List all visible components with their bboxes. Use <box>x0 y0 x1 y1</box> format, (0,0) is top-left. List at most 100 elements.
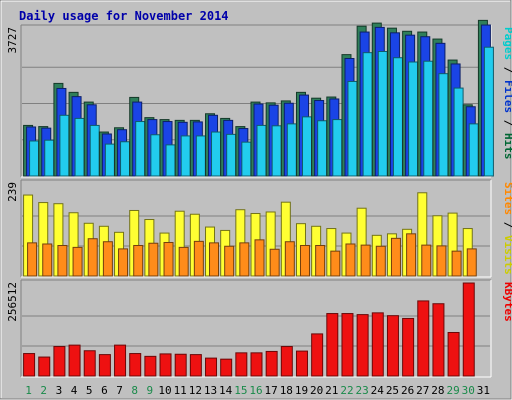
bar-kbytes-day-17 <box>265 350 278 377</box>
bar-kbytes-day-19 <box>295 350 308 377</box>
bar-body <box>421 244 432 277</box>
bar-kbytes-day-22 <box>341 313 354 377</box>
chart-title: Daily usage for November 2014 <box>19 9 229 23</box>
bar-sites-day-3 <box>57 244 68 277</box>
bar-sites-day-21 <box>330 250 341 277</box>
bar-sites-day-22 <box>345 243 356 277</box>
x-tick-label-9: 9 <box>147 384 154 397</box>
bar-body <box>483 46 494 177</box>
bar-sites-day-10 <box>163 241 174 277</box>
bar-body <box>150 134 161 177</box>
bar-sites-day-23 <box>360 244 371 277</box>
bar-sites-day-13 <box>209 242 220 277</box>
bar-body <box>269 248 280 277</box>
bar-sites-day-2 <box>42 243 53 277</box>
bar-pages-day-5 <box>89 124 100 177</box>
bar-kbytes-day-23 <box>356 314 369 377</box>
bar-body <box>256 124 267 177</box>
bar-kbytes-day-28 <box>432 303 445 377</box>
bar-kbytes-day-3 <box>53 346 66 377</box>
bar-pages-day-6 <box>104 143 115 177</box>
x-axis-labels: 1 2 3 4 5 6 7 8 9 10 11 12 13 14 15 16 17 18 19 20 21 22 23 24 2… <box>25 384 490 397</box>
bar-body <box>453 87 464 177</box>
bar-body <box>148 242 159 277</box>
side-label-part: / <box>502 215 512 235</box>
bar-kbytes-day-7 <box>114 344 127 377</box>
panel-visits-sites: 239 Sites / Visits <box>6 179 512 278</box>
bar-body <box>417 300 430 377</box>
bar-body <box>144 355 157 377</box>
bar-sites-day-1 <box>27 242 38 277</box>
bar-kbytes-day-12 <box>189 354 202 377</box>
bar-body <box>438 73 449 177</box>
chart-panels: 3727 Pages / Files / Hits 239 Sites / Visit… <box>6 19 512 378</box>
bar-body <box>133 244 144 277</box>
y-max-label: 256512 <box>6 282 19 322</box>
bar-sites-day-9 <box>148 242 159 277</box>
bar-body <box>27 242 38 277</box>
side-label-part: KBytes <box>502 282 512 322</box>
bar-body <box>193 240 204 277</box>
x-tick-label-22: 22 <box>340 384 353 397</box>
bar-sites-day-17 <box>269 248 280 277</box>
bar-sites-day-6 <box>102 241 113 277</box>
bar-sites-day-30 <box>466 248 477 277</box>
bar-body <box>468 123 479 177</box>
bar-sites-day-11 <box>178 246 189 277</box>
bar-body <box>235 352 248 377</box>
panel-kbytes: 256512 KBytes <box>6 279 512 378</box>
bar-kbytes-day-27 <box>417 300 430 377</box>
bar-body <box>360 244 371 277</box>
bar-body <box>280 346 293 377</box>
bar-sites-day-25 <box>390 237 401 277</box>
x-tick-label-14: 14 <box>219 384 233 397</box>
bar-pages-day-11 <box>180 135 191 177</box>
bar-kbytes-day-4 <box>68 344 81 377</box>
bar-body <box>89 124 100 177</box>
x-tick-label-5: 5 <box>86 384 93 397</box>
bar-body <box>377 51 388 177</box>
bar-pages-day-15 <box>241 141 252 177</box>
bar-body <box>57 244 68 277</box>
bar-body <box>163 241 174 277</box>
bar-body <box>195 135 206 177</box>
bar-body <box>102 241 113 277</box>
bar-body <box>315 244 326 277</box>
bar-body <box>42 243 53 277</box>
bar-kbytes-day-8 <box>129 353 142 377</box>
bar-body <box>120 141 131 177</box>
bar-body <box>408 61 419 177</box>
bar-body <box>74 117 85 177</box>
bar-kbytes-day-5 <box>83 350 96 377</box>
bar-body <box>406 233 417 277</box>
bar-body <box>180 135 191 177</box>
bar-kbytes-day-26 <box>402 317 415 377</box>
bar-sites-day-5 <box>87 238 98 277</box>
bar-sites-day-27 <box>421 244 432 277</box>
bar-kbytes-day-16 <box>250 352 263 377</box>
bar-body <box>317 120 328 177</box>
x-tick-label-21: 21 <box>325 384 338 397</box>
bar-body <box>451 250 462 277</box>
bar-kbytes-day-1 <box>23 353 36 377</box>
bar-kbytes-day-14 <box>220 358 233 377</box>
bar-body <box>284 241 295 277</box>
panel-hits-files-pages: 3727 Pages / Files / Hits <box>6 19 512 178</box>
bar-body <box>239 242 250 277</box>
x-tick-label-6: 6 <box>101 384 108 397</box>
bar-pages-day-2 <box>44 139 55 177</box>
bar-sites-day-20 <box>315 244 326 277</box>
bar-body <box>332 119 343 177</box>
bar-kbytes-day-15 <box>235 352 248 377</box>
bar-pages-day-24 <box>377 51 388 177</box>
x-tick-label-17: 17 <box>265 384 278 397</box>
bar-body <box>265 350 278 377</box>
series-side-label: Sites / Visits <box>502 182 512 275</box>
bar-pages-day-28 <box>438 73 449 177</box>
bar-sites-day-16 <box>254 239 265 277</box>
x-tick-label-4: 4 <box>71 384 78 397</box>
x-tick-label-3: 3 <box>56 384 63 397</box>
bar-kbytes-day-30 <box>462 282 475 377</box>
bar-pages-day-16 <box>256 124 267 177</box>
